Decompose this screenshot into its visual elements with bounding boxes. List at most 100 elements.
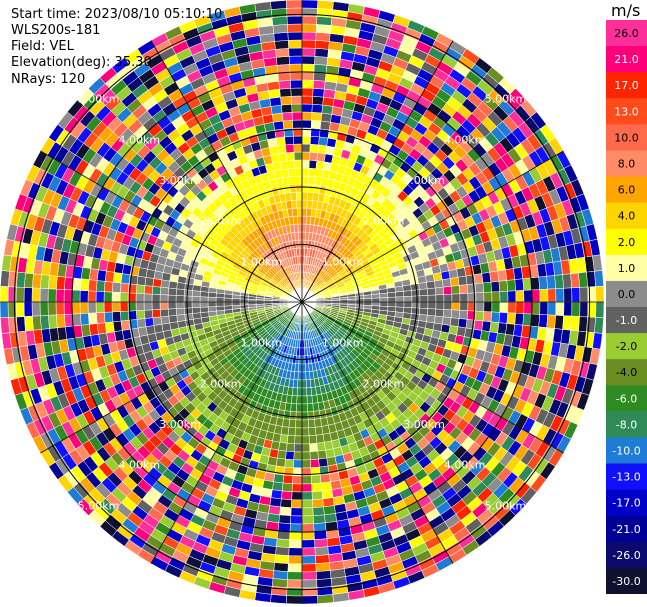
- velocity-gate: [271, 578, 288, 588]
- velocity-gate: [301, 0, 319, 9]
- colorbar-tick-label: -1.0: [616, 314, 637, 327]
- velocity-gate: [316, 16, 333, 26]
- velocity-gate: [332, 592, 350, 603]
- velocity-gate: [287, 23, 303, 33]
- velocity-gate: [231, 304, 241, 310]
- velocity-gate: [294, 427, 303, 437]
- velocity-gate: [175, 288, 185, 297]
- velocity-gate: [298, 247, 303, 257]
- velocity-gate: [278, 152, 288, 163]
- velocity-gate: [379, 292, 389, 299]
- velocity-gate: [191, 295, 201, 303]
- velocity-gate: [288, 419, 297, 429]
- velocity-gate: [0, 317, 10, 334]
- velocity-gate: [301, 595, 319, 605]
- velocity-gate: [411, 307, 421, 315]
- velocity-gate: [271, 112, 284, 123]
- velocity-gate: [56, 276, 66, 290]
- velocity-gate: [31, 287, 41, 303]
- velocity-gate: [305, 379, 312, 389]
- velocity-gate: [176, 314, 186, 322]
- velocity-gate: [301, 199, 308, 209]
- velocity-gate: [301, 563, 317, 573]
- velocity-gate: [296, 207, 303, 217]
- velocity-gate: [308, 159, 318, 170]
- velocity-gate: [301, 379, 307, 389]
- velocity-gate: [298, 231, 303, 241]
- velocity-gate: [15, 286, 25, 303]
- colorbar-tick-label: -2.0: [616, 340, 637, 353]
- velocity-gate: [434, 308, 445, 318]
- velocity-gate: [103, 301, 113, 313]
- velocity-gate: [199, 296, 209, 303]
- velocity-gate: [281, 104, 293, 114]
- velocity-gate: [287, 167, 296, 177]
- velocity-gate: [273, 562, 289, 572]
- range-ring-label: 2.00km: [200, 215, 242, 228]
- velocity-gate: [199, 306, 209, 313]
- velocity-gate: [301, 167, 310, 177]
- velocity-gate: [301, 555, 316, 565]
- velocity-gate: [474, 282, 485, 294]
- velocity-gate: [247, 301, 257, 306]
- velocity-gate: [459, 293, 469, 303]
- colorbar-tick-label: -4.0: [616, 366, 637, 379]
- velocity-gate: [96, 280, 106, 292]
- velocity-gate: [322, 497, 335, 508]
- velocity-gate: [292, 475, 303, 485]
- velocity-gate: [175, 295, 185, 303]
- velocity-gate: [595, 301, 605, 319]
- velocity-gate: [283, 184, 291, 194]
- velocity-gate: [87, 290, 97, 303]
- velocity-gate: [285, 0, 303, 9]
- velocity-gate: [443, 301, 453, 311]
- velocity-gate: [215, 301, 225, 307]
- velocity-gate: [498, 280, 508, 292]
- velocity-gate: [309, 442, 318, 453]
- velocity-gate: [307, 403, 314, 413]
- velocity-gate: [72, 277, 82, 291]
- velocity-gate: [270, 594, 287, 604]
- velocity-gate: [309, 143, 319, 154]
- velocity-gate: [301, 483, 313, 493]
- velocity-gate: [317, 0, 334, 10]
- velocity-gate: [491, 291, 501, 303]
- velocity-gate: [293, 451, 303, 461]
- velocity-gate: [183, 295, 193, 303]
- velocity-gate: [284, 458, 294, 469]
- velocity-gate: [317, 144, 328, 155]
- velocity-gate: [458, 284, 469, 294]
- range-ring-label: 1.00km: [322, 337, 364, 350]
- velocity-gate: [23, 287, 33, 303]
- velocity-gate: [183, 301, 193, 309]
- velocity-gate: [310, 458, 320, 469]
- velocity-gate: [304, 363, 310, 373]
- velocity-gate: [489, 321, 500, 334]
- velocity-gate: [104, 321, 115, 334]
- velocity-gate: [88, 312, 98, 325]
- velocity-gate: [135, 284, 146, 294]
- velocity-gate: [112, 271, 123, 284]
- velocity-gate: [301, 419, 309, 429]
- velocity-gate: [167, 308, 177, 317]
- velocity-gate: [151, 301, 161, 311]
- velocity-gate: [55, 288, 65, 303]
- velocity-gate: [72, 313, 82, 327]
- velocity-gate: [159, 294, 169, 303]
- colorbar-tick-label: 26.0: [614, 27, 639, 40]
- velocity-gate: [279, 506, 292, 516]
- velocity-gate: [387, 291, 397, 298]
- velocity-gate: [167, 287, 177, 296]
- velocity-gate: [293, 135, 303, 145]
- velocity-gate: [63, 289, 73, 303]
- velocity-gate: [571, 287, 581, 303]
- velocity-gate: [168, 314, 178, 324]
- velocity-gate: [301, 523, 315, 533]
- velocity-gate: [481, 271, 492, 284]
- velocity-gate: [291, 199, 298, 209]
- velocity-gate: [301, 79, 314, 89]
- velocity-gate: [314, 56, 328, 66]
- velocity-gate: [301, 95, 314, 105]
- velocity-gate: [276, 449, 287, 460]
- velocity-gate: [276, 56, 290, 66]
